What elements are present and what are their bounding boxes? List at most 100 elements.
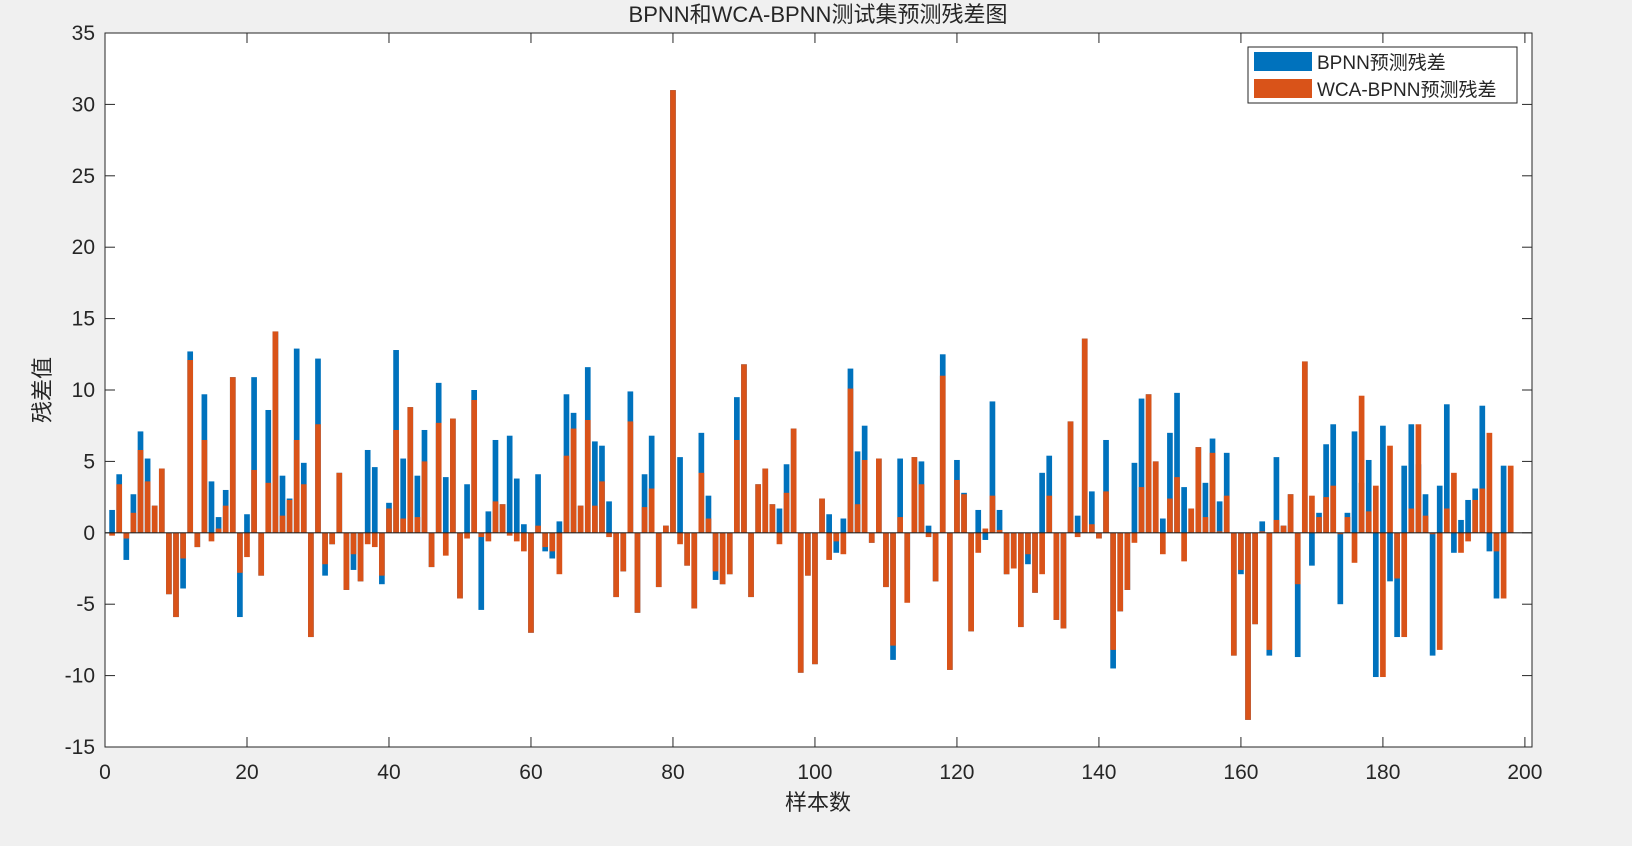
bar-wca-bpnn-20 [244,532,250,558]
bar-wca-bpnn-68 [584,419,591,533]
bar-wca-bpnn-23 [265,482,272,533]
bar-bpnn-182 [1394,532,1400,638]
bar-wca-bpnn-55 [492,501,499,533]
bar-wca-bpnn-189 [1443,508,1450,533]
bar-wca-bpnn-6 [144,481,151,533]
bar-wca-bpnn-61 [535,525,541,533]
plot-area [105,33,1532,747]
bar-bpnn-152 [1181,487,1187,533]
bar-bpnn-178 [1365,459,1372,533]
bar-bpnn-133 [1046,455,1053,533]
bar-bpnn-95 [776,508,783,533]
bar-wca-bpnn-18 [229,377,236,533]
bar-bpnn-186 [1422,494,1429,533]
bar-bpnn-3 [123,532,130,560]
bar-wca-bpnn-60 [528,532,534,633]
bar-wca-bpnn-99 [805,532,811,576]
bar-bpnn-187 [1429,532,1436,656]
bar-wca-bpnn-186 [1422,515,1429,533]
legend-label-wca-bpnn: WCA-BPNN预测残差 [1317,79,1496,101]
bar-wca-bpnn-123 [975,532,982,553]
bar-wca-bpnn-145 [1131,532,1138,543]
bar-bpnn-132 [1039,472,1045,533]
bar-bpnn-1 [109,509,115,533]
bar-bpnn-191 [1458,519,1464,533]
bar-bpnn-195 [1486,532,1493,552]
bar-wca-bpnn-82 [684,532,690,566]
bar-wca-bpnn-97 [790,428,797,533]
bar-bpnn-149 [1159,518,1166,533]
bar-wca-bpnn-166 [1280,525,1287,533]
bar-wca-bpnn-180 [1380,532,1386,678]
bar-wca-bpnn-144 [1124,532,1131,590]
bar-bpnn-25 [279,475,286,533]
bar-bpnn-85 [705,495,712,533]
bar-wca-bpnn-177 [1358,395,1365,533]
bar-wca-bpnn-139 [1088,524,1095,533]
bar-wca-bpnn-78 [655,532,662,588]
bar-wca-bpnn-62 [542,532,549,548]
bar-wca-bpnn-71 [606,532,612,538]
bar-bpnn-190 [1451,532,1457,553]
x-axis: 0 20 40 60 80 100 120 140 160 180 200 [99,33,1542,784]
bar-wca-bpnn-88 [726,532,733,575]
bar-bpnn-188 [1436,485,1443,533]
bar-bpnn-150 [1167,432,1173,533]
y-tick-label: 35 [72,22,95,45]
bar-wca-bpnn-155 [1202,517,1209,533]
bar-wca-bpnn-84 [698,472,705,533]
bar-wca-bpnn-39 [379,532,385,576]
bar-bpnn-20 [244,514,250,533]
bar-bpnn-189 [1443,404,1450,533]
bar-wca-bpnn-116 [925,532,932,538]
y-tick-label: 25 [72,165,95,188]
bar-wca-bpnn-81 [677,532,683,545]
bar-wca-bpnn-107 [861,459,868,533]
bar-wca-bpnn-59 [521,532,527,552]
bar-bpnn-196 [1493,532,1500,599]
bar-wca-bpnn-108 [868,532,875,543]
bar-wca-bpnn-58 [513,532,520,542]
bar-wca-bpnn-156 [1209,452,1216,533]
x-tick-label: 80 [661,761,684,784]
x-tick-label: 0 [99,761,111,784]
bar-wca-bpnn-135 [1060,532,1067,629]
bar-wca-bpnn-127 [1003,532,1010,575]
bar-wca-bpnn-77 [648,488,655,533]
bar-wca-bpnn-159 [1230,532,1237,656]
bar-bpnn-155 [1202,482,1209,533]
bar-wca-bpnn-124 [982,528,989,533]
bar-wca-bpnn-146 [1138,487,1145,533]
bar-bpnn-69 [592,441,598,533]
bar-bpnn-170 [1309,532,1315,566]
y-axis: -15 -10 -5 0 5 10 15 20 25 30 35 [65,22,1532,759]
bar-wca-bpnn-198 [1507,465,1514,533]
bar-wca-bpnn-36 [357,532,364,582]
bar-bpnn-51 [464,484,470,533]
bar-bpnn-192 [1465,499,1471,533]
bar-wca-bpnn-50 [457,532,463,599]
bar-wca-bpnn-109 [876,458,882,533]
legend-swatch-bpnn [1254,52,1312,71]
bar-wca-bpnn-90 [741,364,747,533]
bar-wca-bpnn-44 [414,517,421,533]
bar-wca-bpnn-91 [748,532,754,598]
bar-wca-bpnn-100 [812,532,818,665]
bar-wca-bpnn-195 [1486,432,1493,533]
bar-bpnn-173 [1330,424,1337,533]
bar-bpnn-53 [478,532,485,610]
bar-wca-bpnn-11 [180,532,186,559]
bar-wca-bpnn-115 [918,484,925,533]
bar-wca-bpnn-158 [1223,495,1230,533]
bar-wca-bpnn-134 [1053,532,1060,620]
legend-swatch-wca-bpnn [1254,79,1312,98]
bar-wca-bpnn-76 [641,507,648,533]
bar-wca-bpnn-48 [442,532,449,556]
bar-wca-bpnn-103 [833,532,840,542]
bar-wca-bpnn-17 [222,505,229,533]
bar-wca-bpnn-1 [109,532,115,536]
legend-label-bpnn: BPNN预测残差 [1317,52,1446,74]
bar-wca-bpnn-31 [322,532,328,565]
bar-wca-bpnn-80 [670,90,676,533]
bar-bpnn-112 [897,458,903,533]
